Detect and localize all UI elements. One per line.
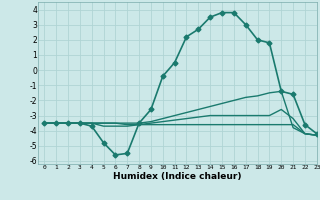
X-axis label: Humidex (Indice chaleur): Humidex (Indice chaleur) <box>113 172 242 181</box>
